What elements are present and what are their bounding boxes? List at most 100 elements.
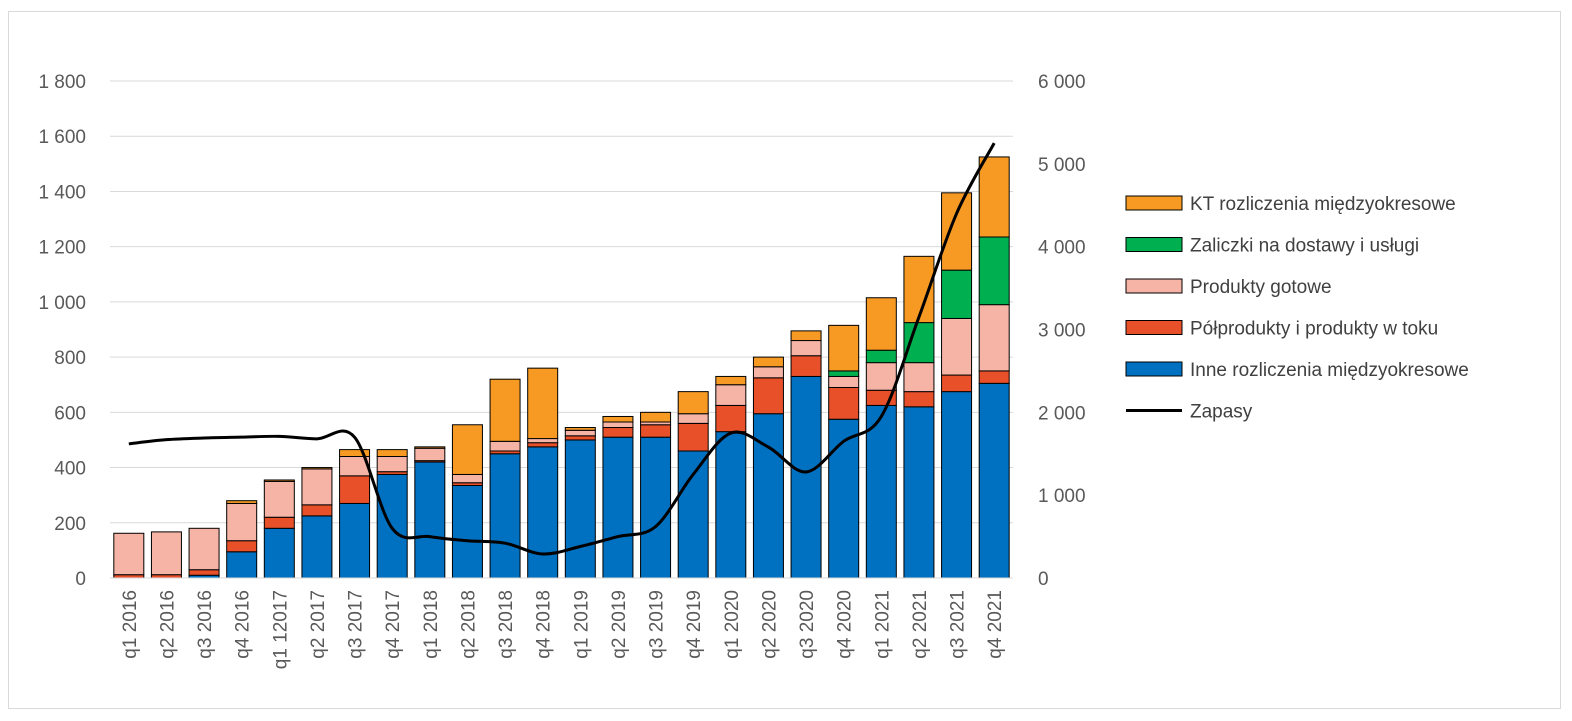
bar-segment [978,370,1010,384]
bar-segment [978,382,1010,579]
bar-segment [865,404,897,579]
bar-segment [752,366,784,379]
bar-segment [226,500,258,504]
x-tick-label: q4 2018 [534,590,555,659]
y2-tick-label: 4 000 [1038,238,1086,259]
x-tick-label: q1 2018 [421,590,442,659]
y2-tick-label: 5 000 [1038,155,1086,176]
x-tick-label: q3 2020 [797,590,818,659]
y2-tick-label: 0 [1038,569,1049,590]
x-tick-label: q1 2020 [722,590,743,659]
x-tick-label: q4 2019 [684,590,705,659]
bar-segment [602,415,634,423]
bar-segment [339,502,371,579]
bar-segment [941,317,973,376]
bar-segment [414,461,446,579]
x-tick-label: q2 2017 [308,590,329,659]
x-tick-label: q2 2016 [157,590,178,659]
bar-segment [677,413,709,424]
x-tick-label: q2 2018 [458,590,479,659]
x-tick-label: q4 2021 [985,590,1006,659]
bar-segment [790,340,822,357]
x-tick-label: q3 2016 [195,590,216,659]
bar-segment [677,450,709,579]
y-tick-label: 0 [75,569,86,590]
x-tick-label: q4 2017 [383,590,404,659]
bar-segment [376,449,408,458]
bar-segment [226,551,258,579]
bar-segment [828,370,860,377]
bar-segment [414,446,446,449]
x-tick-label: q3 2017 [346,590,367,659]
bar-segment [828,375,860,388]
x-tick-label: q1 2016 [120,590,141,659]
legend-swatch [1125,361,1183,377]
bar-segment [790,375,822,579]
bar-segment [376,456,408,473]
bar-segment [640,436,672,579]
bar-segment [941,374,973,393]
bar-segment [715,384,747,406]
bar-segment [226,502,258,542]
y-tick-label: 1 600 [38,127,86,148]
y2-tick-label: 6 000 [1038,72,1086,93]
chart-frame [8,11,1561,709]
bar-segment [489,440,521,452]
x-tick-label: q1 12017 [270,590,291,669]
bar-segment [301,515,333,579]
x-tick-label: q2 2020 [759,590,780,659]
x-tick-label: q4 2016 [233,590,254,659]
bar-segment [527,442,559,448]
bar-segment [978,156,1010,238]
bar-segment [828,324,860,372]
bar-segment [828,386,860,420]
bar-segment [941,391,973,579]
legend-label: Zapasy [1190,402,1253,423]
y-tick-label: 1 200 [38,238,86,259]
bar-segment [752,356,784,368]
x-tick-label: q1 2019 [571,590,592,659]
legend-swatch [1125,237,1183,252]
bar-segment [564,427,596,431]
x-tick-label: q3 2018 [496,590,517,659]
y2-tick-label: 1 000 [1038,486,1086,507]
bar-segment [527,438,559,444]
x-tick-label: q4 2020 [835,590,856,659]
legend-swatch [1125,195,1183,211]
y-tick-label: 1 400 [38,182,86,203]
bar-segment [451,473,483,484]
bar-segment [527,446,559,579]
bar-segment [226,540,258,553]
bar-segment [301,504,333,517]
bar-segment [451,485,483,579]
x-tick-label: q3 2021 [948,590,969,659]
bar-segment [978,304,1010,372]
bar-segment [188,569,220,576]
bar-segment [640,424,672,438]
y-tick-label: 600 [54,403,86,424]
bar-segment [564,439,596,579]
bar-segment [263,527,295,579]
bar-segment [790,355,822,377]
y-tick-label: 400 [54,459,86,480]
x-tick-label: q2 2019 [609,590,630,659]
y-tick-label: 800 [54,348,86,369]
bar-segment [451,424,483,475]
legend-label: Półprodukty i produkty w toku [1190,319,1438,340]
bar-segment [941,192,973,271]
bar-segment [602,421,634,429]
x-tick-label: q2 2021 [910,590,931,659]
legend-label: KT rozliczenia międzyokresowe [1190,194,1456,215]
bar-segment [903,362,935,393]
bar-segment [301,467,333,470]
x-tick-label: q3 2019 [647,590,668,659]
bar-segment [677,422,709,452]
bar-segment [263,516,295,529]
bar-segment [865,349,897,364]
bar-segment [301,468,333,506]
legend-swatch [1125,278,1183,294]
bar-segment [865,297,897,351]
bar-segment [564,429,596,437]
bar-segment [339,449,371,458]
